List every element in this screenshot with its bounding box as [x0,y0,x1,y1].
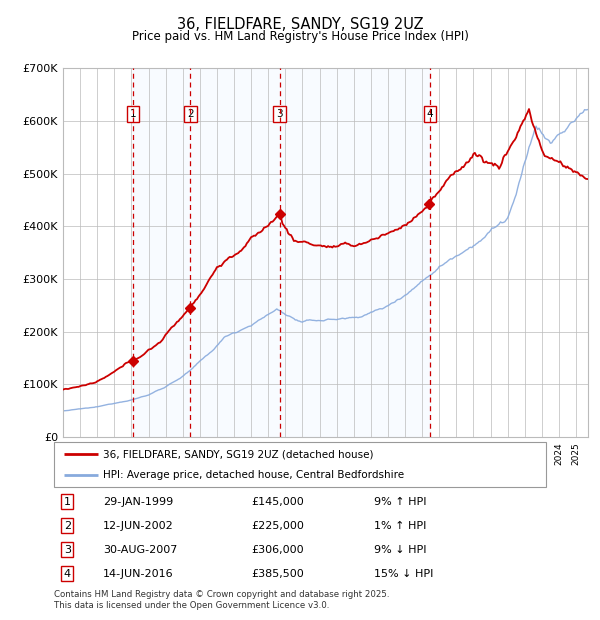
Text: 9% ↑ HPI: 9% ↑ HPI [374,497,426,507]
Text: 9% ↓ HPI: 9% ↓ HPI [374,545,426,555]
Text: 12-JUN-2002: 12-JUN-2002 [103,521,174,531]
Text: 36, FIELDFARE, SANDY, SG19 2UZ (detached house): 36, FIELDFARE, SANDY, SG19 2UZ (detached… [103,449,374,459]
Text: 29-JAN-1999: 29-JAN-1999 [103,497,173,507]
Text: 3: 3 [277,109,283,119]
Text: 14-JUN-2016: 14-JUN-2016 [103,569,174,579]
Text: 15% ↓ HPI: 15% ↓ HPI [374,569,433,579]
Text: 4: 4 [427,109,433,119]
Text: HPI: Average price, detached house, Central Bedfordshire: HPI: Average price, detached house, Cent… [103,469,404,480]
Text: 1: 1 [130,109,136,119]
Text: Contains HM Land Registry data © Crown copyright and database right 2025.
This d: Contains HM Land Registry data © Crown c… [54,590,389,609]
Text: 4: 4 [64,569,71,579]
Text: 1% ↑ HPI: 1% ↑ HPI [374,521,426,531]
Text: £225,000: £225,000 [251,521,304,531]
FancyBboxPatch shape [54,442,546,487]
Text: £385,500: £385,500 [251,569,304,579]
Text: 30-AUG-2007: 30-AUG-2007 [103,545,178,555]
Text: 2: 2 [187,109,194,119]
Text: £145,000: £145,000 [251,497,304,507]
Text: £306,000: £306,000 [251,545,304,555]
Text: 1: 1 [64,497,71,507]
Text: Price paid vs. HM Land Registry's House Price Index (HPI): Price paid vs. HM Land Registry's House … [131,30,469,43]
Text: 36, FIELDFARE, SANDY, SG19 2UZ: 36, FIELDFARE, SANDY, SG19 2UZ [176,17,424,32]
Bar [133,68,430,437]
Text: 2: 2 [64,521,71,531]
Text: 3: 3 [64,545,71,555]
